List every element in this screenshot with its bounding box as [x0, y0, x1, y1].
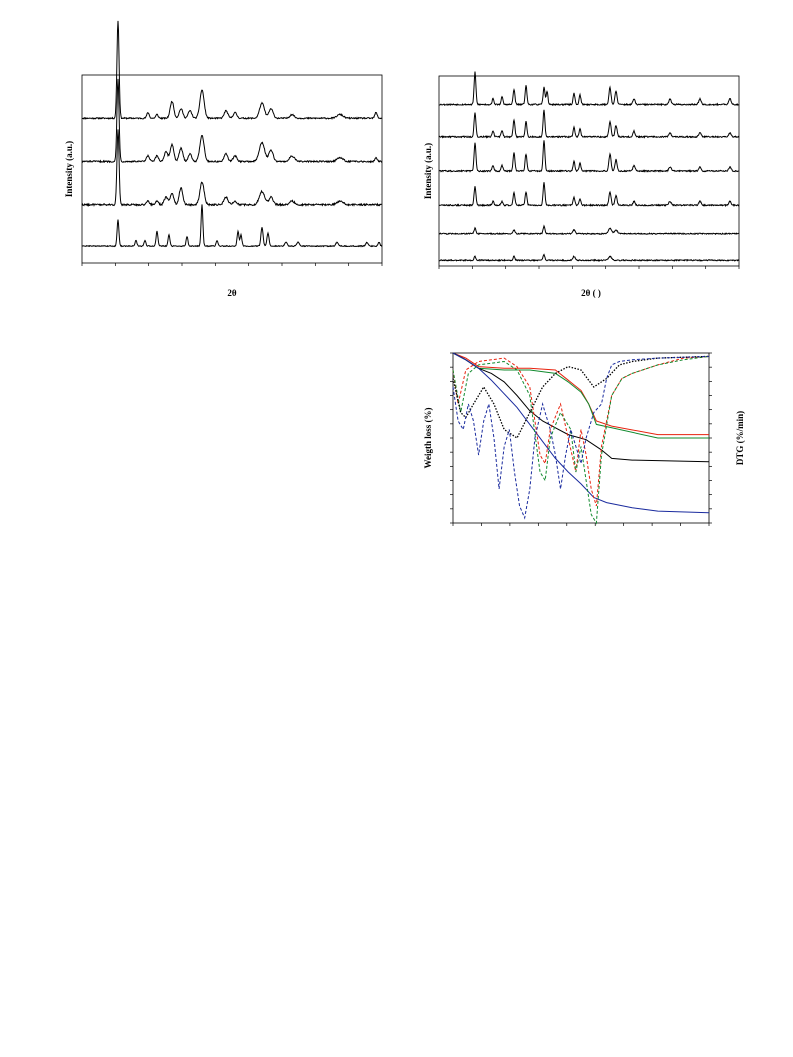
weight-loss-curve — [452, 352, 710, 463]
x-axis-label: 2θ ( ) — [581, 288, 601, 298]
y-axis-label: Intensity (a.u.) — [64, 141, 74, 197]
series-group — [438, 71, 740, 262]
y-axis-label-left: Weigth loss (%) — [423, 407, 433, 468]
xrd-pattern-line — [438, 182, 740, 208]
dtg-curve — [452, 355, 710, 507]
axis-ticks — [450, 352, 712, 526]
dtg-curve — [452, 355, 710, 525]
weight-loss-curve — [452, 352, 709, 439]
chart-xrd-right: Intensity (a.u.) 2θ ( ) — [417, 70, 747, 300]
x-ticks — [81, 263, 383, 266]
xrd-pattern-line — [438, 253, 740, 262]
xrd-pattern-line — [81, 129, 383, 208]
xrd-pattern-line — [81, 204, 383, 248]
xrd-pattern-line — [81, 78, 383, 164]
y-axis-label: Intensity (a.u.) — [423, 143, 433, 199]
chart-tga-dtg-svg: Weigth loss (%) DTG (%/min) — [423, 352, 745, 526]
weight-loss-curve — [452, 352, 710, 514]
xrd-pattern-line — [438, 224, 740, 236]
xrd-pattern-line — [438, 140, 740, 173]
chart-xrd-left: Intensity (a.u.) 2θ — [58, 20, 388, 300]
series-group — [81, 20, 383, 248]
weight-loss-curve — [452, 352, 709, 436]
chart-tga-dtg: Weigth loss (%) DTG (%/min) — [417, 345, 757, 530]
xrd-pattern-line — [438, 71, 740, 107]
chart-xrd-left-svg: Intensity (a.u.) 2θ — [64, 20, 383, 298]
dtg-curve — [452, 355, 710, 520]
y-axis-label-right: DTG (%/min) — [735, 411, 745, 465]
series-group — [452, 352, 710, 525]
xrd-pattern-line — [438, 109, 740, 139]
x-axis-label: 2θ — [227, 288, 237, 298]
xrd-pattern-line — [81, 20, 383, 120]
plot-frame — [81, 74, 383, 264]
chart-xrd-right-svg: Intensity (a.u.) 2θ ( ) — [423, 71, 740, 298]
x-ticks — [438, 266, 740, 269]
dtg-curve — [452, 355, 710, 439]
